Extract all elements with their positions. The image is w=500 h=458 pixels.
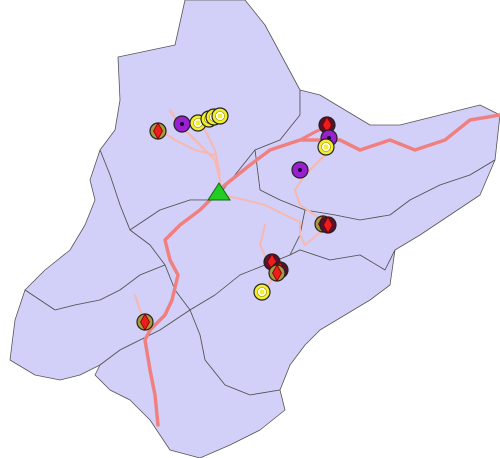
road-layer (134, 108, 500, 427)
yellow-ring-marker-9[interactable] (317, 138, 335, 156)
green-triangle-marker[interactable] (207, 182, 231, 201)
purple-ring-dot-2[interactable] (173, 115, 191, 133)
dark-ring-red-diamond-7[interactable] (318, 116, 336, 134)
region-south[interactable] (94, 309, 286, 458)
olive-ring-red-diamond-17[interactable] (136, 313, 154, 331)
olive-ring-red-diamond-15[interactable] (268, 264, 286, 282)
local-road-nw-3 (159, 129, 216, 156)
local-road-ne (294, 149, 331, 226)
local-road-center (221, 194, 301, 223)
marker-layer (136, 107, 338, 331)
region-layer (9, 0, 500, 458)
local-road-nw-2 (204, 129, 221, 176)
dark-ring-red-diamond-12[interactable] (319, 216, 337, 234)
yellow-ring-marker-16[interactable] (253, 283, 271, 301)
local-road-east (299, 221, 326, 246)
olive-ring-red-diamond-1[interactable] (149, 122, 167, 140)
yellow-ring-marker-6[interactable] (211, 107, 229, 125)
highway-main (143, 113, 500, 427)
purple-ring-dot-10[interactable] (291, 161, 309, 179)
